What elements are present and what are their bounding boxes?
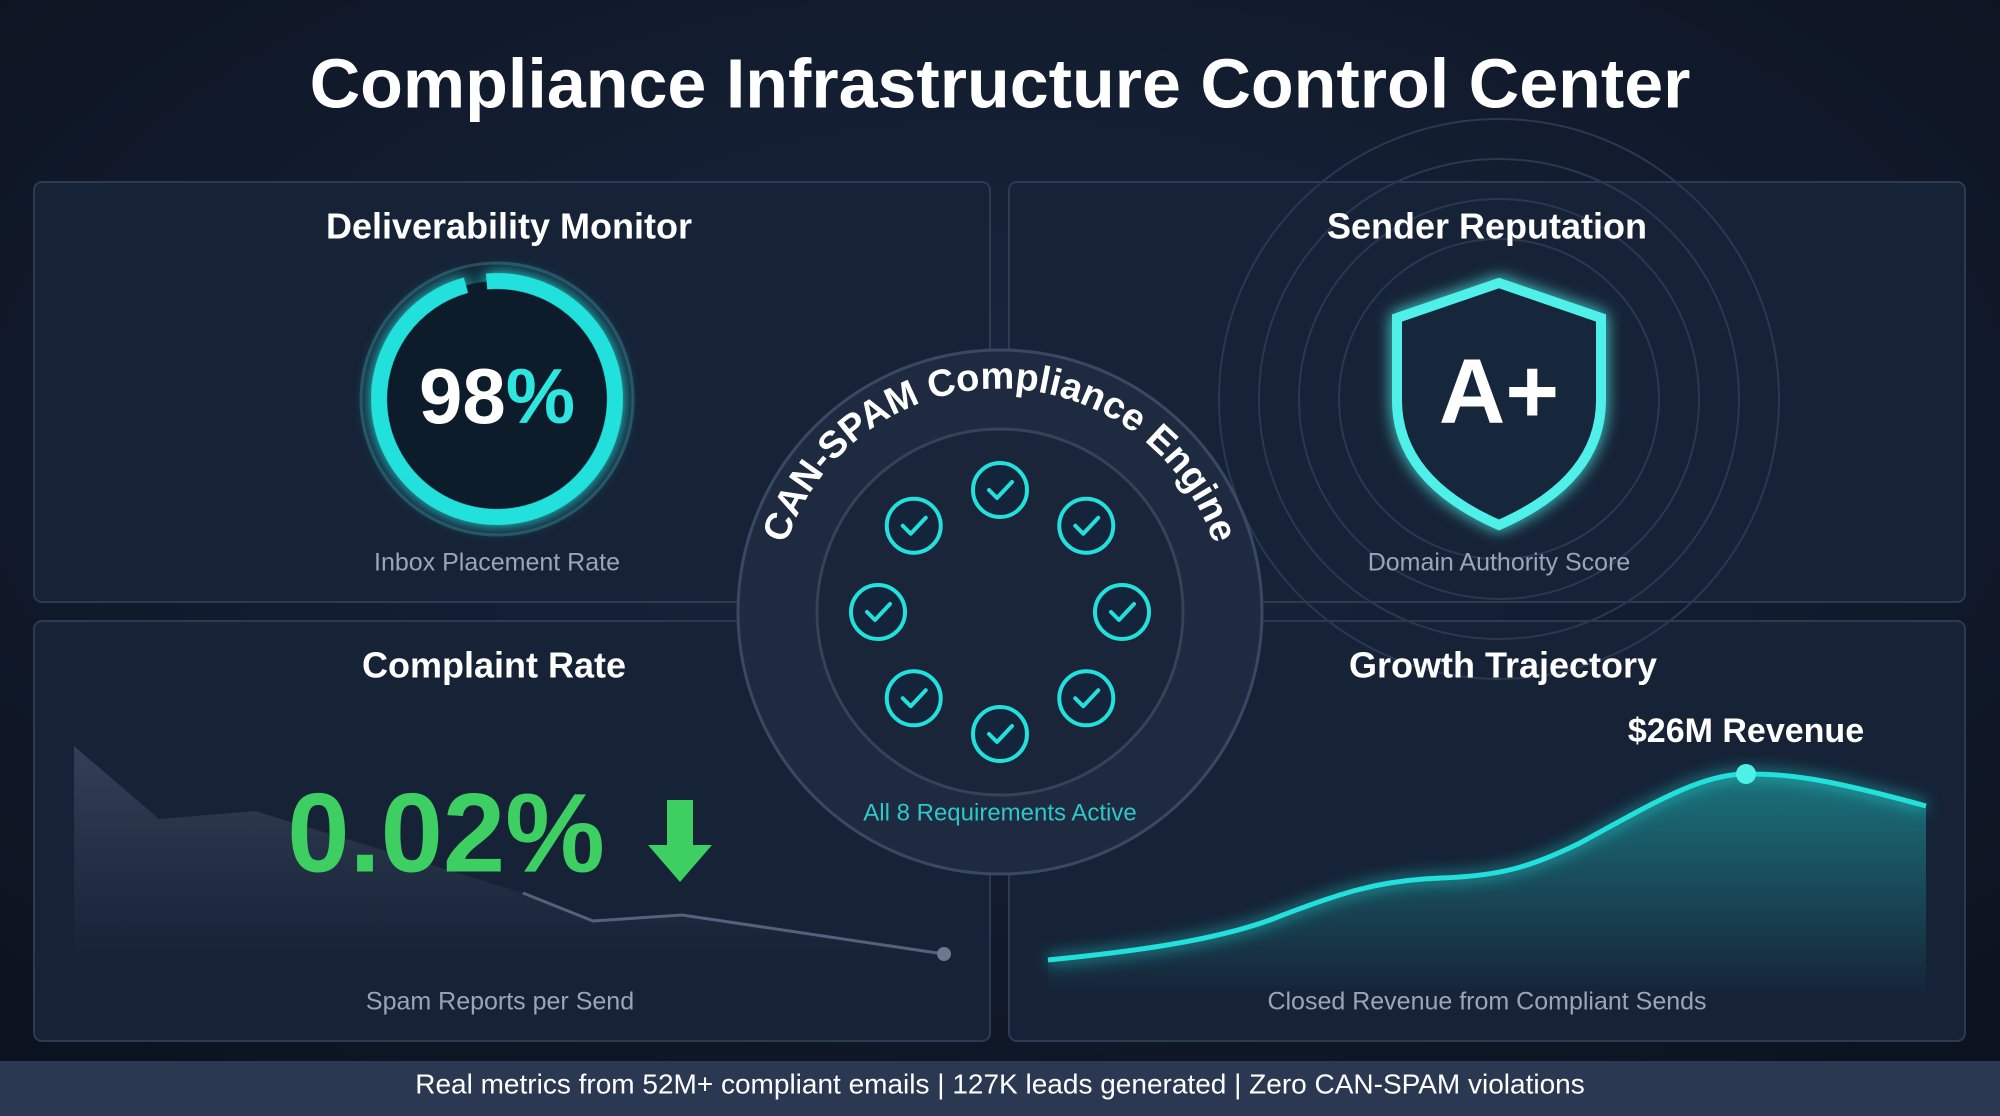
annotation: $26M Revenue (1628, 712, 1864, 750)
checks (849, 461, 1151, 763)
kpi-value: 98% (419, 352, 575, 440)
page-title: Compliance Infrastructure Control Center (310, 44, 1691, 122)
panel-caption: Spam Reports per Send (366, 988, 634, 1016)
grade: A+ (1439, 340, 1559, 442)
check-circle (971, 461, 1029, 519)
panel-title: Deliverability Monitor (326, 206, 692, 247)
trend-line (522, 891, 945, 956)
ring-track (359, 261, 635, 537)
growth-peak (1736, 764, 1756, 784)
trend-end (937, 947, 951, 961)
shield (1392, 277, 1606, 531)
trend-area (74, 746, 944, 960)
panel-title: Complaint Rate (362, 645, 626, 686)
engine-status: All 8 Requirements Active (863, 799, 1136, 826)
check-mark (900, 688, 928, 709)
check-circle (884, 496, 943, 555)
check-mark (1073, 515, 1101, 536)
check-mark (865, 602, 892, 622)
check-circle (1057, 496, 1116, 555)
kpi-value: 0.02% (287, 771, 605, 896)
check-circle (971, 705, 1029, 763)
check-mark (1109, 602, 1136, 622)
check-circle (884, 669, 943, 728)
footer-bar (0, 1061, 2000, 1116)
down-arrow (648, 800, 712, 882)
kpi-number: 98 (419, 352, 506, 440)
growth-area (1048, 774, 1926, 1000)
panel-title: Sender Reputation (1327, 206, 1647, 247)
footer-text: Real metrics from 52M+ compliant emails … (415, 1068, 1585, 1099)
panel-caption: Domain Authority Score (1368, 549, 1631, 577)
check-circle (849, 583, 907, 641)
growth-line (1047, 771, 1927, 963)
panel-caption: Closed Revenue from Compliant Sends (1267, 988, 1706, 1016)
check-circle (1093, 583, 1151, 641)
check-circle (1057, 669, 1116, 728)
check-mark (1073, 688, 1101, 709)
panel-title: Growth Trajectory (1349, 645, 1657, 686)
ring (371, 273, 623, 525)
radar-rings (1218, 118, 1780, 680)
check-mark (987, 480, 1014, 500)
panel-caption: Inbox Placement Rate (374, 549, 620, 577)
check-mark (987, 724, 1014, 744)
check-mark (900, 515, 928, 536)
kpi-unit: % (506, 352, 575, 440)
